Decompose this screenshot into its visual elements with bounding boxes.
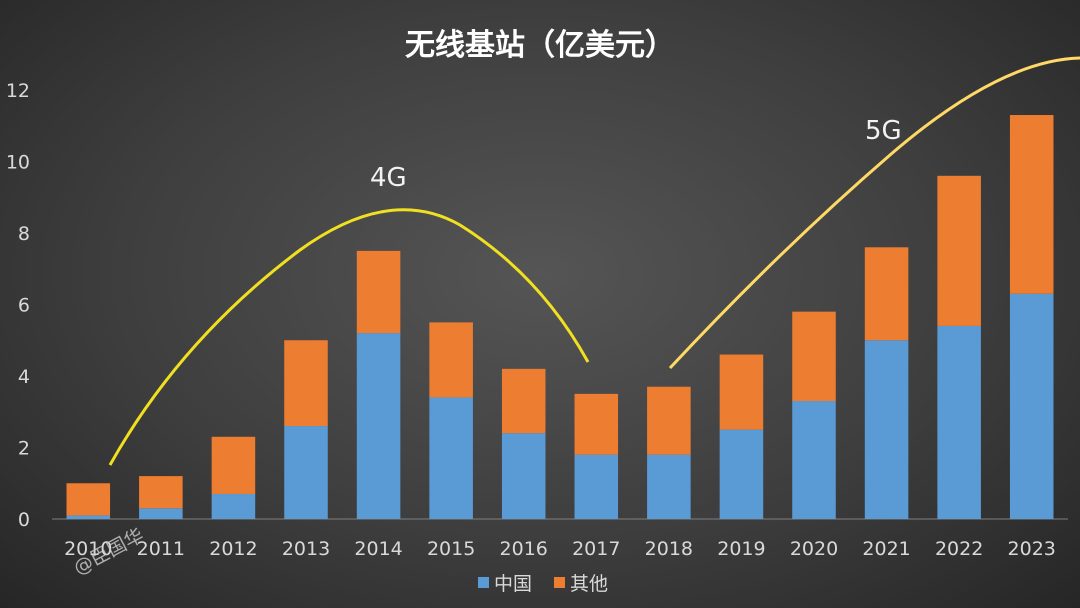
bar-segment-china [719,429,764,519]
bar-segment-china [792,401,836,519]
bar-segment-other [66,483,111,516]
bar-segment-other [501,368,546,434]
y-axis: 0 2 4 6 8 10 12 [6,80,30,531]
bar-segment-china [937,325,981,519]
bar-segment-china [574,454,619,519]
x-tick-label: 2010 [64,538,112,560]
x-tick-label: 2012 [209,538,257,560]
y-tick-label: 6 [18,295,30,317]
y-tick-label: 4 [18,366,30,388]
legend: 中国 其他 [478,573,608,595]
y-tick-label: 0 [18,509,30,531]
bar-segment-other [139,476,183,509]
bar-segment-other [211,436,256,494]
x-tick-label: 2023 [1008,538,1056,560]
bar-segment-china [647,454,691,519]
bar-segment-other [1009,115,1054,294]
4g-trend-curve [108,208,590,466]
legend-label-other: 其他 [570,573,608,595]
bar-segment-china [1009,293,1054,519]
x-tick-label: 2022 [935,538,983,560]
bar-segment-other [937,175,981,326]
bar-segment-china [211,493,256,519]
x-tick-label: 2017 [572,538,620,560]
legend-swatch-china [478,577,489,588]
bar-segment-china [66,515,111,519]
5g-label: 5G [865,116,902,146]
legend-label-china: 中国 [494,573,532,595]
x-tick-label: 2020 [790,538,838,560]
bar-segment-other [647,386,691,455]
bars [66,115,1054,519]
y-tick-label: 12 [6,80,30,102]
x-tick-label: 2016 [500,538,548,560]
4g-label: 4G [370,163,407,193]
bar-segment-china [429,397,473,519]
bar-segment-china [864,340,909,519]
legend-swatch-other [554,577,565,588]
bar-segment-other [574,393,619,455]
x-tick-label: 2013 [282,538,330,560]
bar-segment-china [284,426,328,519]
y-tick-label: 8 [18,223,30,245]
x-tick-label: 2021 [862,538,910,560]
x-tick-label: 2018 [645,538,693,560]
chart-title: 无线基站（亿美元） [405,28,675,63]
5g-trend-curve [668,56,1080,370]
bar-segment-other [719,354,764,430]
x-axis: 2010 2011 2012 2013 2014 2015 2016 2017 2018 2019… [64,538,1056,560]
bar-segment-other [429,322,473,398]
x-tick-label: 2015 [427,538,475,560]
bar-segment-china [356,333,401,519]
bar-segment-other [356,250,401,334]
x-tick-label: 2019 [717,538,765,560]
bar-segment-china [139,508,183,519]
y-tick-label: 2 [18,438,30,460]
bar-segment-other [864,247,909,341]
y-tick-label: 10 [6,152,30,174]
x-tick-label: 2014 [354,538,402,560]
bar-segment-china [501,433,546,519]
bar-segment-other [284,340,328,427]
x-tick-label: 2011 [137,538,185,560]
bar-segment-other [792,311,836,402]
